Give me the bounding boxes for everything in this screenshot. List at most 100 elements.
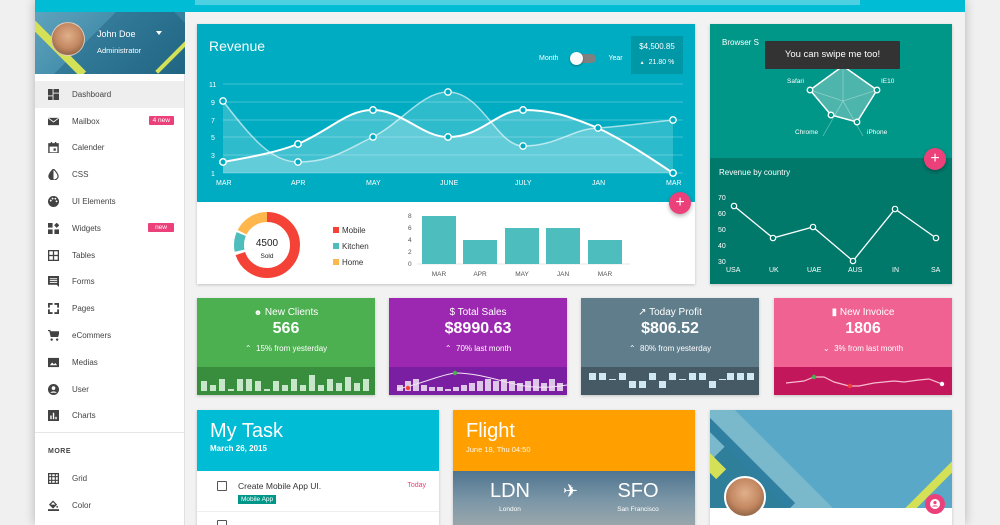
profile-card [710,410,952,525]
svg-text:MAY: MAY [366,180,381,187]
stat-card-today-profit: ↗ Today Profit $806.52 ⌃ 80% from yester… [581,298,759,395]
task-text: Create Mobile App UI. [238,481,322,491]
svg-text:8: 8 [408,213,412,220]
user-icon [48,383,59,395]
sidebar-item-user[interactable]: User [35,376,184,403]
more-section-header: MORE [48,448,71,456]
legend-swatch [333,243,339,249]
sidebar-item-charts[interactable]: Charts [35,403,184,430]
svg-text:JAN: JAN [592,180,605,187]
stat-change-text: 80% from yesterday [640,344,712,353]
arrow-up-icon: ▲ [639,60,645,66]
svg-text:3: 3 [211,153,215,160]
stat-label: ▮ New Invoice [774,307,952,318]
svg-text:IN: IN [892,267,899,274]
sidebar-item-widgets[interactable]: Widgets new [35,215,184,242]
task-header: My Task March 26, 2015 [197,410,439,471]
swipe-tooltip: You can swipe me too! [765,41,900,69]
radar-label-chrome: Chrome [795,129,819,136]
legend-label: Home [342,257,364,267]
flight-header: Flight June 18, Thu 04:50 [453,410,695,471]
sidebar-item-mailbox[interactable]: Mailbox 4 new [35,108,184,135]
revenue-summary: $4,500.85 ▲ 21.80 % [631,36,683,74]
sidebar-item-forms[interactable]: Forms [35,269,184,296]
form-icon [48,276,59,288]
svg-text:1: 1 [211,171,215,178]
revenue-by-country-title: Revenue by country [719,168,791,177]
account-icon [930,499,940,509]
stat-value: 1806 [845,320,881,337]
document-icon: ▮ [831,307,838,318]
svg-text:APR: APR [473,271,487,278]
sidebar-item-label: Charts [72,411,96,421]
stat-label-text: Today Profit [649,307,702,318]
add-button[interactable]: + [669,192,691,214]
sidebar-item-grid[interactable]: Grid [35,465,184,492]
sold-donut-chart [234,212,300,278]
svg-text:MAY: MAY [515,271,529,278]
chart-icon [48,410,59,422]
legend-swatch [333,259,339,265]
search-bar[interactable] [195,0,860,5]
new-invoice-sparkline [774,367,952,395]
sidebar-item-ecommers[interactable]: eCommers [35,322,184,349]
svg-text:MAR: MAR [598,271,613,278]
stat-change: ⌄ 3% from last month [774,344,952,353]
svg-text:7: 7 [211,118,215,125]
divider [35,432,184,434]
stat-label: ☻ New Clients [197,307,375,318]
sidebar-item-medias[interactable]: Medias [35,349,184,376]
task-due: Today [407,482,426,489]
stat-card-new-clients: ☻ New Clients 566 ⌃ 15% from yesterday [197,298,375,395]
avatar [724,476,766,518]
sidebar-item-label: Mailbox [72,116,100,126]
sidebar-item-tables[interactable]: Tables [35,242,184,269]
svg-text:50: 50 [718,227,726,234]
table-icon [48,249,59,261]
origin-code: LDN [489,480,530,502]
revenue-line-chart: 11 9 7 5 3 1 MAR APR MAY JUNE JULY JAN M… [209,82,683,187]
avatar [51,22,85,56]
svg-text:JUNE: JUNE [440,180,459,187]
sales-breakdown: 4500 Sold Mobile Kitchen Home 8 6 4 2 0 [197,202,695,284]
month-year-switch[interactable] [570,52,597,65]
stat-value: 566 [272,320,300,337]
stat-change: ⌃ 80% from yesterday [581,344,759,353]
chevron-down-icon[interactable] [156,31,162,35]
country-line-chart: 70 60 50 40 30 USA UK UAE AUS IN SA [718,195,941,274]
period-toggle[interactable]: Month Year [539,52,623,65]
task-checkbox[interactable] [217,481,227,491]
sidebar-item-label: User [72,384,89,394]
svg-text:40: 40 [718,243,726,250]
pages-icon [48,303,59,315]
chevron-up-icon: ⌃ [244,344,252,353]
svg-text:5: 5 [211,135,215,142]
svg-text:4: 4 [408,237,412,244]
stat-value: $8990.63 [444,320,512,337]
sidebar-item-pages[interactable]: Pages [35,295,184,322]
trending-icon: ↗ [638,307,647,318]
flight-background-photo: LDN London ✈ SFO San Francisco [453,471,695,525]
new-clients-sparkline [197,367,375,395]
sidebar-profile[interactable]: John Doe Administrator [35,12,185,74]
sidebar-item-ui-elements[interactable]: UI Elements [35,188,184,215]
airplane-icon: ✈ [563,481,579,501]
widgets-icon [48,222,59,234]
sidebar-item-calender[interactable]: Calender [35,135,184,162]
sidebar-item-css[interactable]: CSS [35,161,184,188]
stat-change-text: 3% from last month [834,344,904,353]
origin-city: London [499,506,521,513]
legend-item-mobile: Mobile [333,222,369,238]
legend-item-kitchen: Kitchen [333,238,369,254]
today-profit-sparkline [581,367,759,395]
profile-button[interactable] [925,494,945,514]
sidebar-item-dashboard[interactable]: Dashboard [35,81,184,108]
stat-label: ↗ Today Profit [581,307,759,318]
add-button[interactable]: + [924,148,946,170]
legend-swatch [333,227,339,233]
revenue-card: 11 9 7 5 3 1 MAR APR MAY JUNE JULY JAN M… [197,24,695,284]
sidebar-item-color[interactable]: Color [35,492,184,519]
sidebar-item-label: Forms [72,277,95,287]
svg-text:2: 2 [408,249,412,256]
task-checkbox[interactable] [217,520,227,525]
